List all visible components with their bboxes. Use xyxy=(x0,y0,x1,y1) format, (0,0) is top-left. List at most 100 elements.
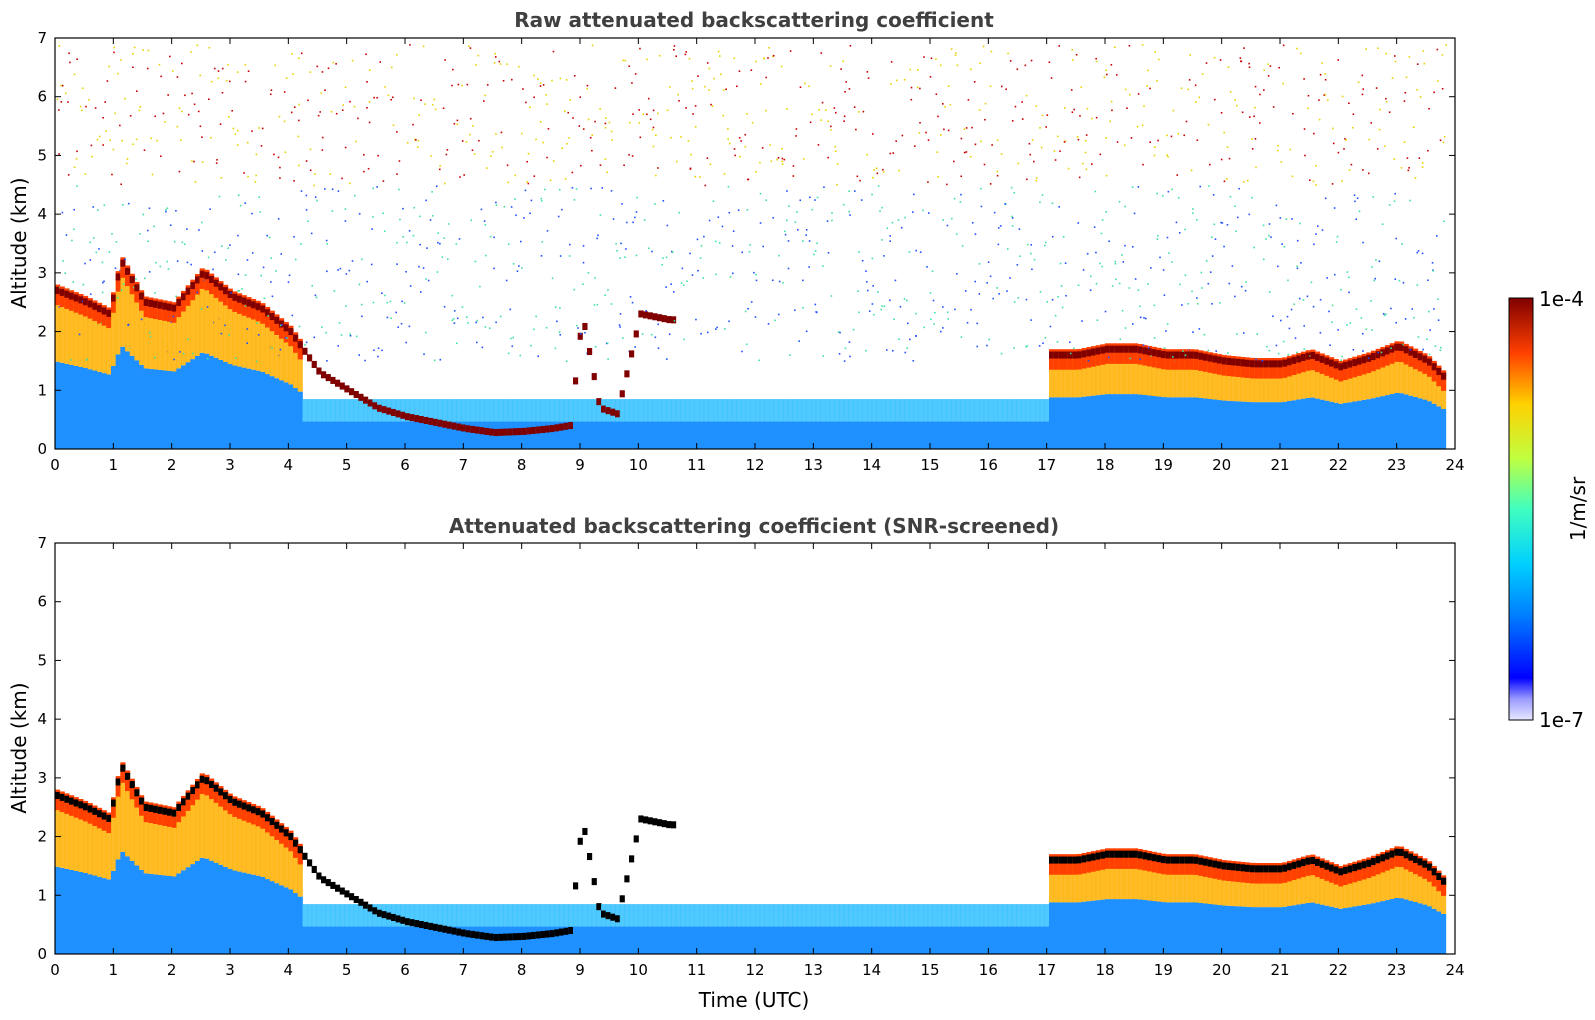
cloud-cell xyxy=(87,298,93,319)
bl-cell xyxy=(624,926,630,954)
bl-upper-cell xyxy=(1389,854,1395,900)
bl-cell xyxy=(447,421,453,449)
noise-cell xyxy=(624,59,627,62)
noise-cell xyxy=(1336,235,1339,238)
noise-cell xyxy=(413,97,415,100)
noise-cell xyxy=(196,44,199,47)
layer-top-cell xyxy=(297,846,303,854)
layer-top-cell xyxy=(1296,860,1302,868)
noise-cell xyxy=(802,158,805,160)
x-tick-label: 15 xyxy=(920,456,939,474)
noise-cell xyxy=(311,285,314,287)
noise-cell xyxy=(244,202,247,204)
layer-top-cell xyxy=(498,428,504,436)
layer-top-cell xyxy=(1100,346,1106,354)
noise-cell xyxy=(1360,317,1363,319)
noise-cell xyxy=(1220,111,1223,114)
bl-cell xyxy=(1408,395,1414,449)
noise-cell xyxy=(526,160,529,163)
noise-cell xyxy=(694,175,697,178)
bl-upper-cell xyxy=(433,399,439,422)
cloud-cell xyxy=(1245,862,1251,883)
cloud-cell xyxy=(265,306,271,328)
noise-cell xyxy=(372,301,375,304)
noise-cell xyxy=(1010,186,1013,189)
noise-cell xyxy=(777,313,780,316)
noise-cell xyxy=(1394,60,1397,63)
noise-cell xyxy=(717,50,720,53)
bl-upper-cell xyxy=(1282,868,1288,907)
bl-upper-cell xyxy=(335,904,341,927)
bl-cell xyxy=(829,926,835,954)
noise-cell xyxy=(1283,246,1286,248)
bl-cell xyxy=(87,369,93,449)
layer-top-cell xyxy=(1203,353,1209,361)
bl-upper-cell xyxy=(498,399,504,422)
bl-upper-cell xyxy=(1427,867,1433,907)
noise-cell xyxy=(1245,281,1247,283)
noise-cell xyxy=(1035,177,1038,180)
layer-top-cell xyxy=(73,294,79,302)
bl-cell xyxy=(1240,401,1246,449)
cloud-cell xyxy=(204,269,210,291)
cloud-cell xyxy=(1058,854,1064,875)
noise-cell xyxy=(1341,355,1343,358)
noise-cell xyxy=(148,207,151,210)
layer-top-cell xyxy=(1296,355,1302,363)
noise-cell xyxy=(1201,73,1204,75)
noise-cell xyxy=(333,290,336,292)
bl-cell xyxy=(1277,402,1283,449)
noise-cell xyxy=(293,106,296,108)
bl-upper-cell xyxy=(596,399,602,422)
bl-upper-cell xyxy=(1175,860,1181,903)
bl-upper-cell xyxy=(633,904,639,927)
noise-cell xyxy=(1340,288,1342,291)
noise-cell xyxy=(236,144,239,146)
bl-cell xyxy=(1240,906,1246,954)
bl-upper-cell xyxy=(1226,361,1232,401)
noise-cell xyxy=(1367,172,1370,175)
bl-cell xyxy=(885,926,891,954)
noise-cell xyxy=(1000,352,1003,355)
bl-cell xyxy=(209,860,215,954)
bl-upper-cell xyxy=(1291,360,1297,401)
noise-cell xyxy=(564,178,567,180)
bl-upper-cell xyxy=(1077,859,1083,903)
x-tick-label: 6 xyxy=(400,456,410,474)
noise-cell xyxy=(1077,222,1080,224)
bl-cell xyxy=(367,926,373,954)
bl-cell xyxy=(657,926,663,954)
noise-cell xyxy=(1095,116,1098,119)
noise-cell xyxy=(926,266,928,268)
bl-upper-cell xyxy=(876,399,882,422)
cloud-cell xyxy=(1361,858,1367,880)
noise-cell xyxy=(529,106,531,109)
layer-top-cell xyxy=(405,918,411,926)
bl-cell xyxy=(437,926,443,954)
noise-cell xyxy=(1416,251,1419,254)
bl-cell xyxy=(237,366,243,449)
noise-cell xyxy=(636,196,638,199)
noise-cell xyxy=(947,85,950,87)
bl-cell xyxy=(409,926,415,954)
noise-cell xyxy=(816,242,818,245)
layer-top-cell xyxy=(615,410,621,418)
cloud-cell xyxy=(1189,854,1195,875)
layer-top-cell xyxy=(1301,354,1307,362)
cloud-cell xyxy=(1142,344,1148,366)
layer-top-cell xyxy=(1105,850,1111,858)
layer-top-cell xyxy=(517,428,523,436)
noise-cell xyxy=(326,360,328,362)
cloud-cell xyxy=(1413,853,1419,875)
layer-top-cell xyxy=(633,835,639,843)
noise-cell xyxy=(345,305,347,307)
noise-cell xyxy=(1409,348,1412,351)
bl-cell xyxy=(736,421,742,449)
noise-cell xyxy=(759,161,761,164)
noise-cell xyxy=(139,232,141,235)
bl-cell xyxy=(157,369,163,449)
noise-cell xyxy=(1421,252,1424,255)
bl-cell xyxy=(87,874,93,954)
noise-cell xyxy=(989,85,992,88)
noise-cell xyxy=(1131,246,1134,248)
